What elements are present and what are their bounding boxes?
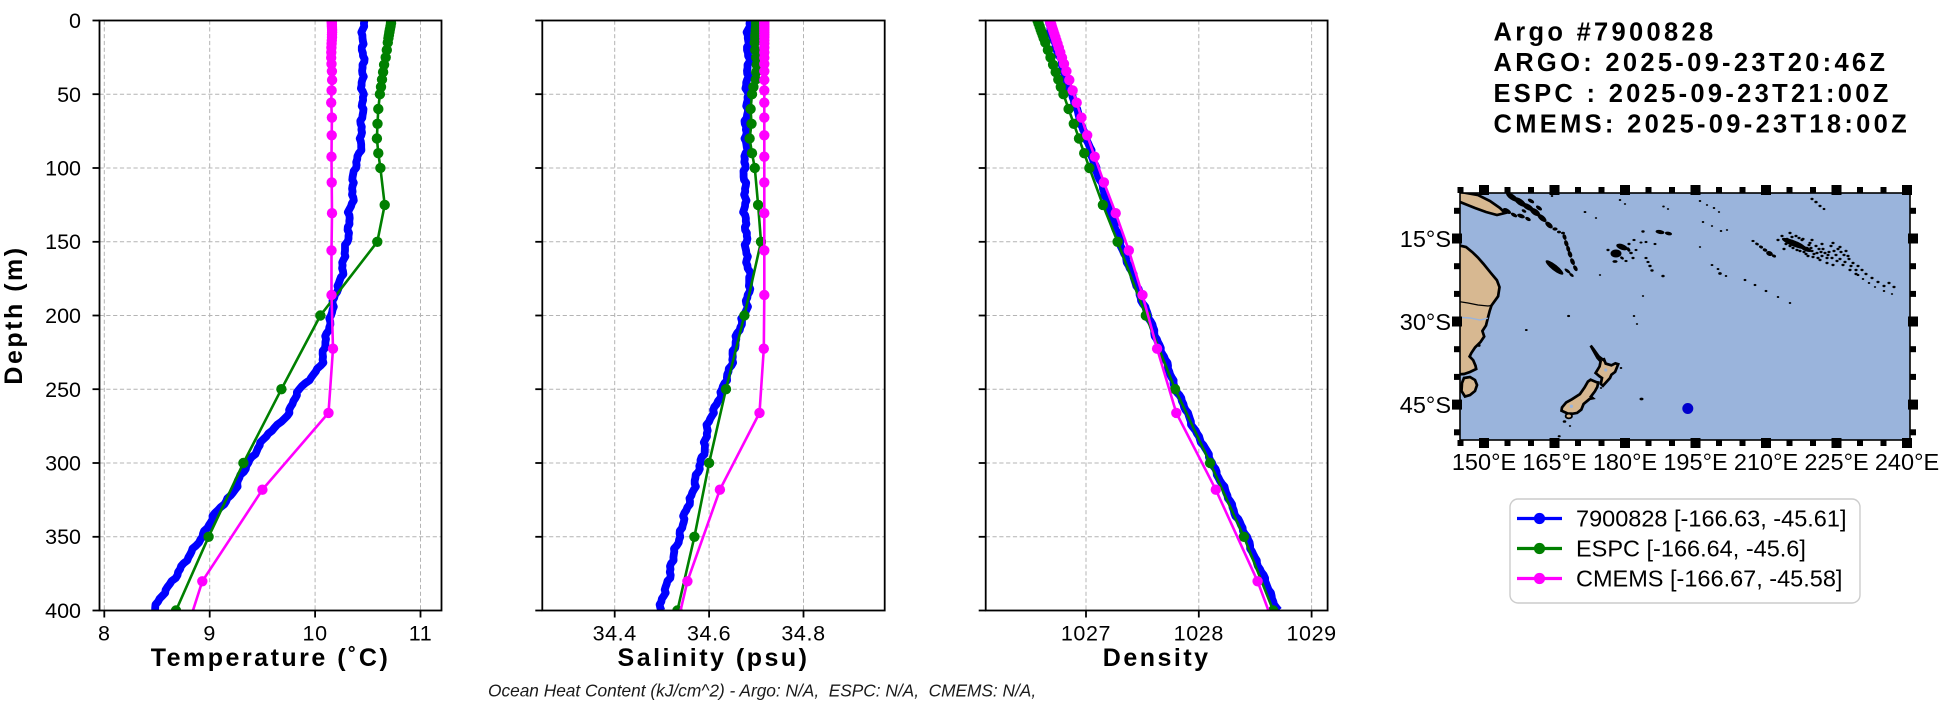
svg-text:0: 0 — [69, 9, 81, 33]
svg-text:100: 100 — [45, 157, 81, 181]
svg-text:Salinity (psu): Salinity (psu) — [618, 644, 810, 672]
svg-text:300: 300 — [45, 452, 81, 476]
svg-text:180°E: 180°E — [1593, 449, 1657, 475]
svg-text:10: 10 — [303, 622, 328, 646]
svg-text:CMEMS [-166.67, -45.58]: CMEMS [-166.67, -45.58] — [1576, 566, 1842, 592]
svg-text:1027: 1027 — [1061, 622, 1111, 646]
svg-text:8: 8 — [98, 622, 111, 646]
svg-text:Density: Density — [1103, 644, 1211, 672]
svg-text:210°E: 210°E — [1734, 449, 1798, 475]
svg-text:400: 400 — [45, 599, 81, 623]
svg-text:34.6: 34.6 — [687, 622, 731, 646]
svg-text:250: 250 — [45, 378, 81, 402]
svg-text:ESPC [-166.64, -45.6]: ESPC [-166.64, -45.6] — [1576, 536, 1806, 562]
svg-text:ARGO: 2025-09-23T20:46Z: ARGO: 2025-09-23T20:46Z — [1494, 49, 1889, 77]
svg-text:9: 9 — [203, 622, 216, 646]
svg-text:30°S: 30°S — [1400, 309, 1451, 335]
svg-text:45°S: 45°S — [1400, 392, 1451, 418]
svg-text:50: 50 — [57, 83, 81, 107]
svg-text:ESPC : 2025-09-23T21:00Z: ESPC : 2025-09-23T21:00Z — [1494, 80, 1892, 108]
svg-text:15°S: 15°S — [1400, 226, 1451, 252]
svg-text:Temperature (˚C): Temperature (˚C) — [151, 644, 391, 672]
svg-text:1029: 1029 — [1286, 622, 1336, 646]
svg-text:7900828 [-166.63, -45.61]: 7900828 [-166.63, -45.61] — [1576, 506, 1846, 532]
svg-text:225°E: 225°E — [1804, 449, 1868, 475]
svg-text:34.8: 34.8 — [781, 622, 825, 646]
svg-text:Ocean Heat Content (kJ/cm^2) -: Ocean Heat Content (kJ/cm^2) - Argo: N/A… — [488, 681, 1036, 701]
svg-text:1028: 1028 — [1174, 622, 1224, 646]
svg-text:165°E: 165°E — [1522, 449, 1586, 475]
svg-text:34.4: 34.4 — [593, 622, 637, 646]
svg-text:240°E: 240°E — [1875, 449, 1939, 475]
svg-text:200: 200 — [45, 304, 81, 328]
svg-text:Depth (m): Depth (m) — [0, 245, 28, 384]
svg-text:195°E: 195°E — [1663, 449, 1727, 475]
svg-text:150: 150 — [45, 230, 81, 254]
svg-text:CMEMS: 2025-09-23T18:00Z: CMEMS: 2025-09-23T18:00Z — [1494, 111, 1911, 139]
svg-text:11: 11 — [409, 622, 433, 646]
svg-text:350: 350 — [45, 525, 81, 549]
svg-text:Argo #7900828: Argo #7900828 — [1494, 19, 1717, 47]
svg-text:150°E: 150°E — [1452, 449, 1516, 475]
